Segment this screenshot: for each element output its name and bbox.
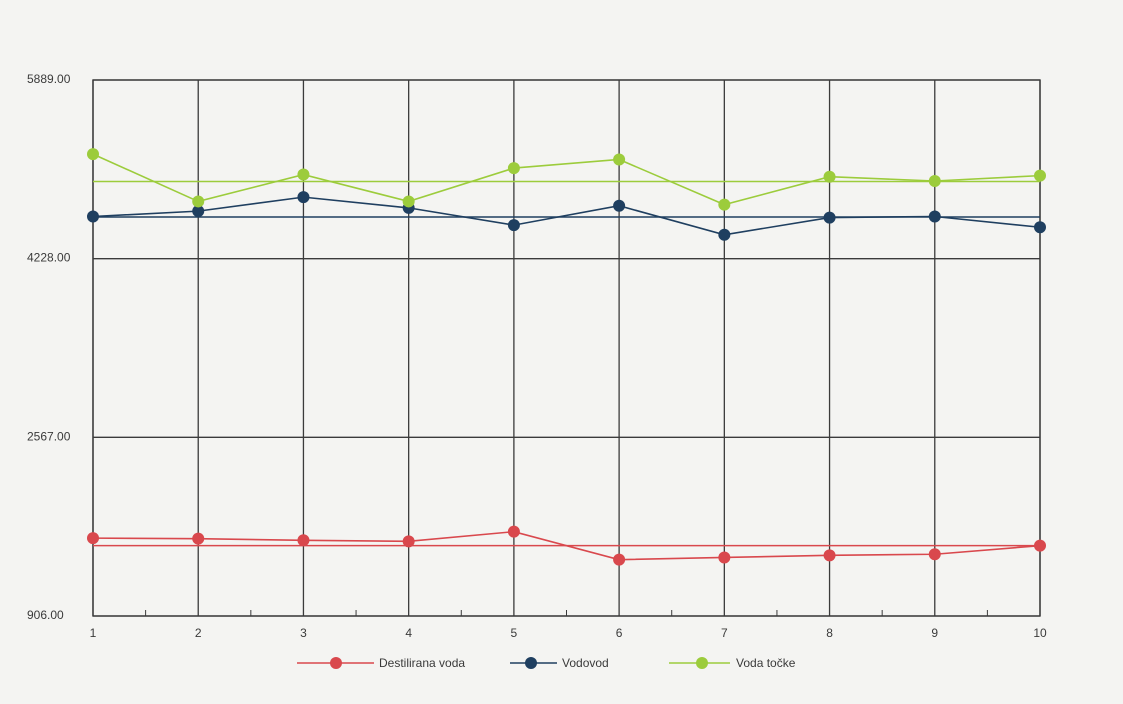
- data-point: [718, 198, 731, 211]
- legend-label: Destilirana voda: [379, 656, 465, 670]
- y-axis-ticks: 5889.00 4228.00 2567.00 906.00: [27, 72, 71, 622]
- data-point: [507, 525, 520, 538]
- data-point: [87, 148, 99, 161]
- series-layer: [87, 148, 1046, 566]
- data-point: [928, 210, 941, 223]
- x-tick-label: 2: [195, 626, 202, 640]
- legend-marker: [696, 657, 708, 669]
- legend-item: Vodovod: [510, 656, 609, 670]
- y-tick-label: 2567.00: [27, 429, 71, 443]
- x-tick-label: 10: [1033, 626, 1047, 640]
- data-point: [402, 195, 415, 208]
- data-point: [192, 205, 205, 218]
- x-tick-label: 4: [405, 626, 412, 640]
- data-point: [1034, 169, 1046, 182]
- x-tick-label: 6: [616, 626, 623, 640]
- x-tick-label: 8: [826, 626, 833, 640]
- data-point: [297, 191, 310, 204]
- x-tick-label: 5: [511, 626, 518, 640]
- series-line: [92, 153, 1041, 206]
- legend-label: Voda točke: [736, 656, 796, 670]
- legend: Destilirana voda Vodovod Voda točke: [297, 656, 796, 670]
- x-tick-label: 3: [300, 626, 307, 640]
- y-tick-label: 906.00: [27, 608, 64, 622]
- data-point: [87, 532, 99, 545]
- data-point: [928, 548, 941, 561]
- data-point: [823, 170, 836, 183]
- legend-label: Vodovod: [562, 656, 609, 670]
- x-axis-ticks: 1 2 3 4 5 6 7 8 9 10: [90, 626, 1047, 640]
- data-point: [613, 553, 626, 566]
- data-point: [718, 228, 731, 241]
- data-point: [402, 535, 415, 548]
- legend-item: Destilirana voda: [297, 656, 465, 670]
- data-point: [192, 195, 205, 208]
- y-tick-label: 4228.00: [27, 251, 71, 265]
- grid: [92, 79, 1041, 617]
- y-tick-label: 5889.00: [27, 72, 71, 86]
- legend-marker: [525, 657, 537, 669]
- data-point: [87, 210, 99, 223]
- series-line: [92, 530, 1041, 561]
- legend-marker: [330, 657, 342, 669]
- series-line: [92, 196, 1041, 236]
- data-point: [613, 199, 626, 212]
- x-tick-label: 9: [931, 626, 938, 640]
- data-point: [507, 219, 520, 232]
- x-tick-label: 1: [90, 626, 97, 640]
- x-tick-label: 7: [721, 626, 728, 640]
- data-point: [297, 534, 310, 547]
- data-point: [192, 532, 205, 545]
- legend-item: Voda točke: [669, 656, 796, 670]
- data-point: [297, 168, 310, 181]
- data-point: [823, 549, 836, 562]
- data-point: [1034, 539, 1046, 552]
- data-point: [823, 211, 836, 224]
- data-point: [718, 551, 731, 564]
- data-point: [928, 175, 941, 188]
- data-point: [1034, 221, 1046, 234]
- data-point: [613, 153, 626, 166]
- plot-area-border: [92, 79, 1041, 617]
- data-point: [507, 162, 520, 175]
- reference-lines: [93, 180, 1040, 547]
